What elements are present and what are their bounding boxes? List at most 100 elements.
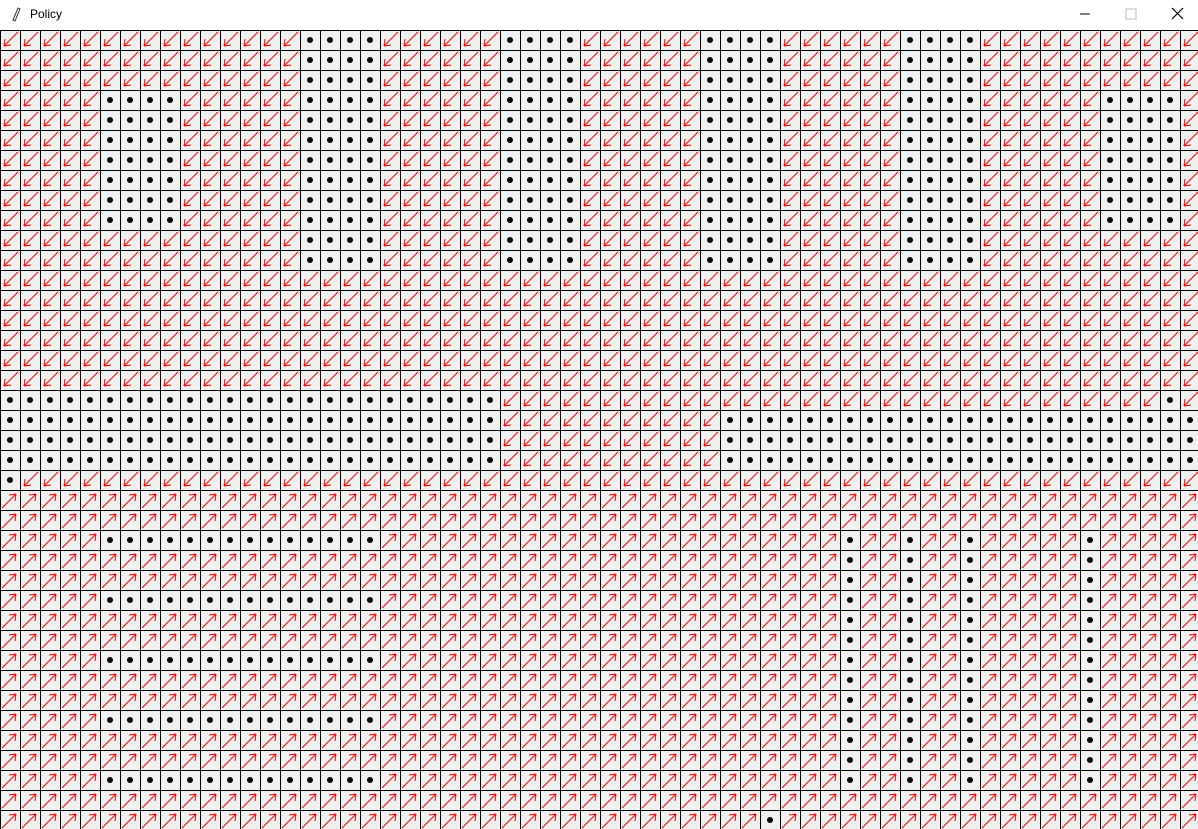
obstacle [1167,457,1173,463]
obstacle [407,437,413,443]
obstacle [327,137,333,143]
obstacle [407,457,413,463]
obstacle [307,777,313,783]
obstacle [207,457,213,463]
obstacle [1147,197,1153,203]
obstacle [367,437,373,443]
obstacle [487,417,493,423]
obstacle [967,37,973,43]
obstacle [1087,557,1093,563]
obstacle [327,417,333,423]
obstacle [347,417,353,423]
obstacle [367,777,373,783]
obstacle [147,417,153,423]
obstacle [907,657,913,663]
obstacle [147,437,153,443]
obstacle [367,717,373,723]
obstacle [327,157,333,163]
obstacle [167,137,173,143]
obstacle [307,417,313,423]
obstacle [307,117,313,123]
obstacle [147,97,153,103]
obstacle [527,217,533,223]
obstacle [247,777,253,783]
obstacle [547,137,553,143]
obstacle [1147,177,1153,183]
obstacle [287,597,293,603]
obstacle [927,117,933,123]
obstacle [387,397,393,403]
obstacle [847,757,853,763]
obstacle [727,217,733,223]
obstacle [567,237,573,243]
obstacle [1167,217,1173,223]
obstacle [307,97,313,103]
obstacle [507,197,513,203]
title-bar: Policy [0,0,1198,30]
obstacle [787,417,793,423]
obstacle [847,577,853,583]
obstacle [347,257,353,263]
obstacle [1187,457,1193,463]
obstacle [167,217,173,223]
obstacle [847,617,853,623]
obstacle [747,457,753,463]
obstacle [327,537,333,543]
obstacle [847,537,853,543]
obstacle [827,437,833,443]
obstacle [1007,457,1013,463]
obstacle [927,157,933,163]
obstacle [747,97,753,103]
obstacle [307,37,313,43]
obstacle [847,437,853,443]
obstacle [67,457,73,463]
obstacle [447,457,453,463]
obstacle [167,417,173,423]
obstacle [967,117,973,123]
obstacle [1087,737,1093,743]
obstacle [67,437,73,443]
obstacle [127,437,133,443]
obstacle [307,157,313,163]
obstacle [927,217,933,223]
obstacle [227,537,233,543]
obstacle [367,257,373,263]
obstacle [107,397,113,403]
obstacle [1147,157,1153,163]
obstacle [127,117,133,123]
obstacle [1087,697,1093,703]
obstacle [7,417,13,423]
obstacle [567,177,573,183]
obstacle [527,117,533,123]
obstacle [707,117,713,123]
obstacle [747,77,753,83]
obstacle [1047,417,1053,423]
obstacle [907,417,913,423]
obstacle [427,437,433,443]
obstacle [907,597,913,603]
maximize-button[interactable] [1125,8,1137,20]
obstacle [1067,417,1073,423]
obstacle [1107,97,1113,103]
obstacle [107,717,113,723]
obstacle [167,597,173,603]
obstacle [727,157,733,163]
obstacle [847,737,853,743]
close-button[interactable] [1171,7,1184,20]
obstacle [907,737,913,743]
obstacle [107,157,113,163]
obstacle [847,457,853,463]
obstacle [747,157,753,163]
obstacle [347,197,353,203]
obstacle [247,597,253,603]
obstacle [307,397,313,403]
obstacle [387,457,393,463]
obstacle [147,197,153,203]
obstacle [127,217,133,223]
obstacle [107,417,113,423]
obstacle [327,217,333,223]
obstacle [127,157,133,163]
obstacle [907,457,913,463]
obstacle [307,237,313,243]
obstacle [147,217,153,223]
